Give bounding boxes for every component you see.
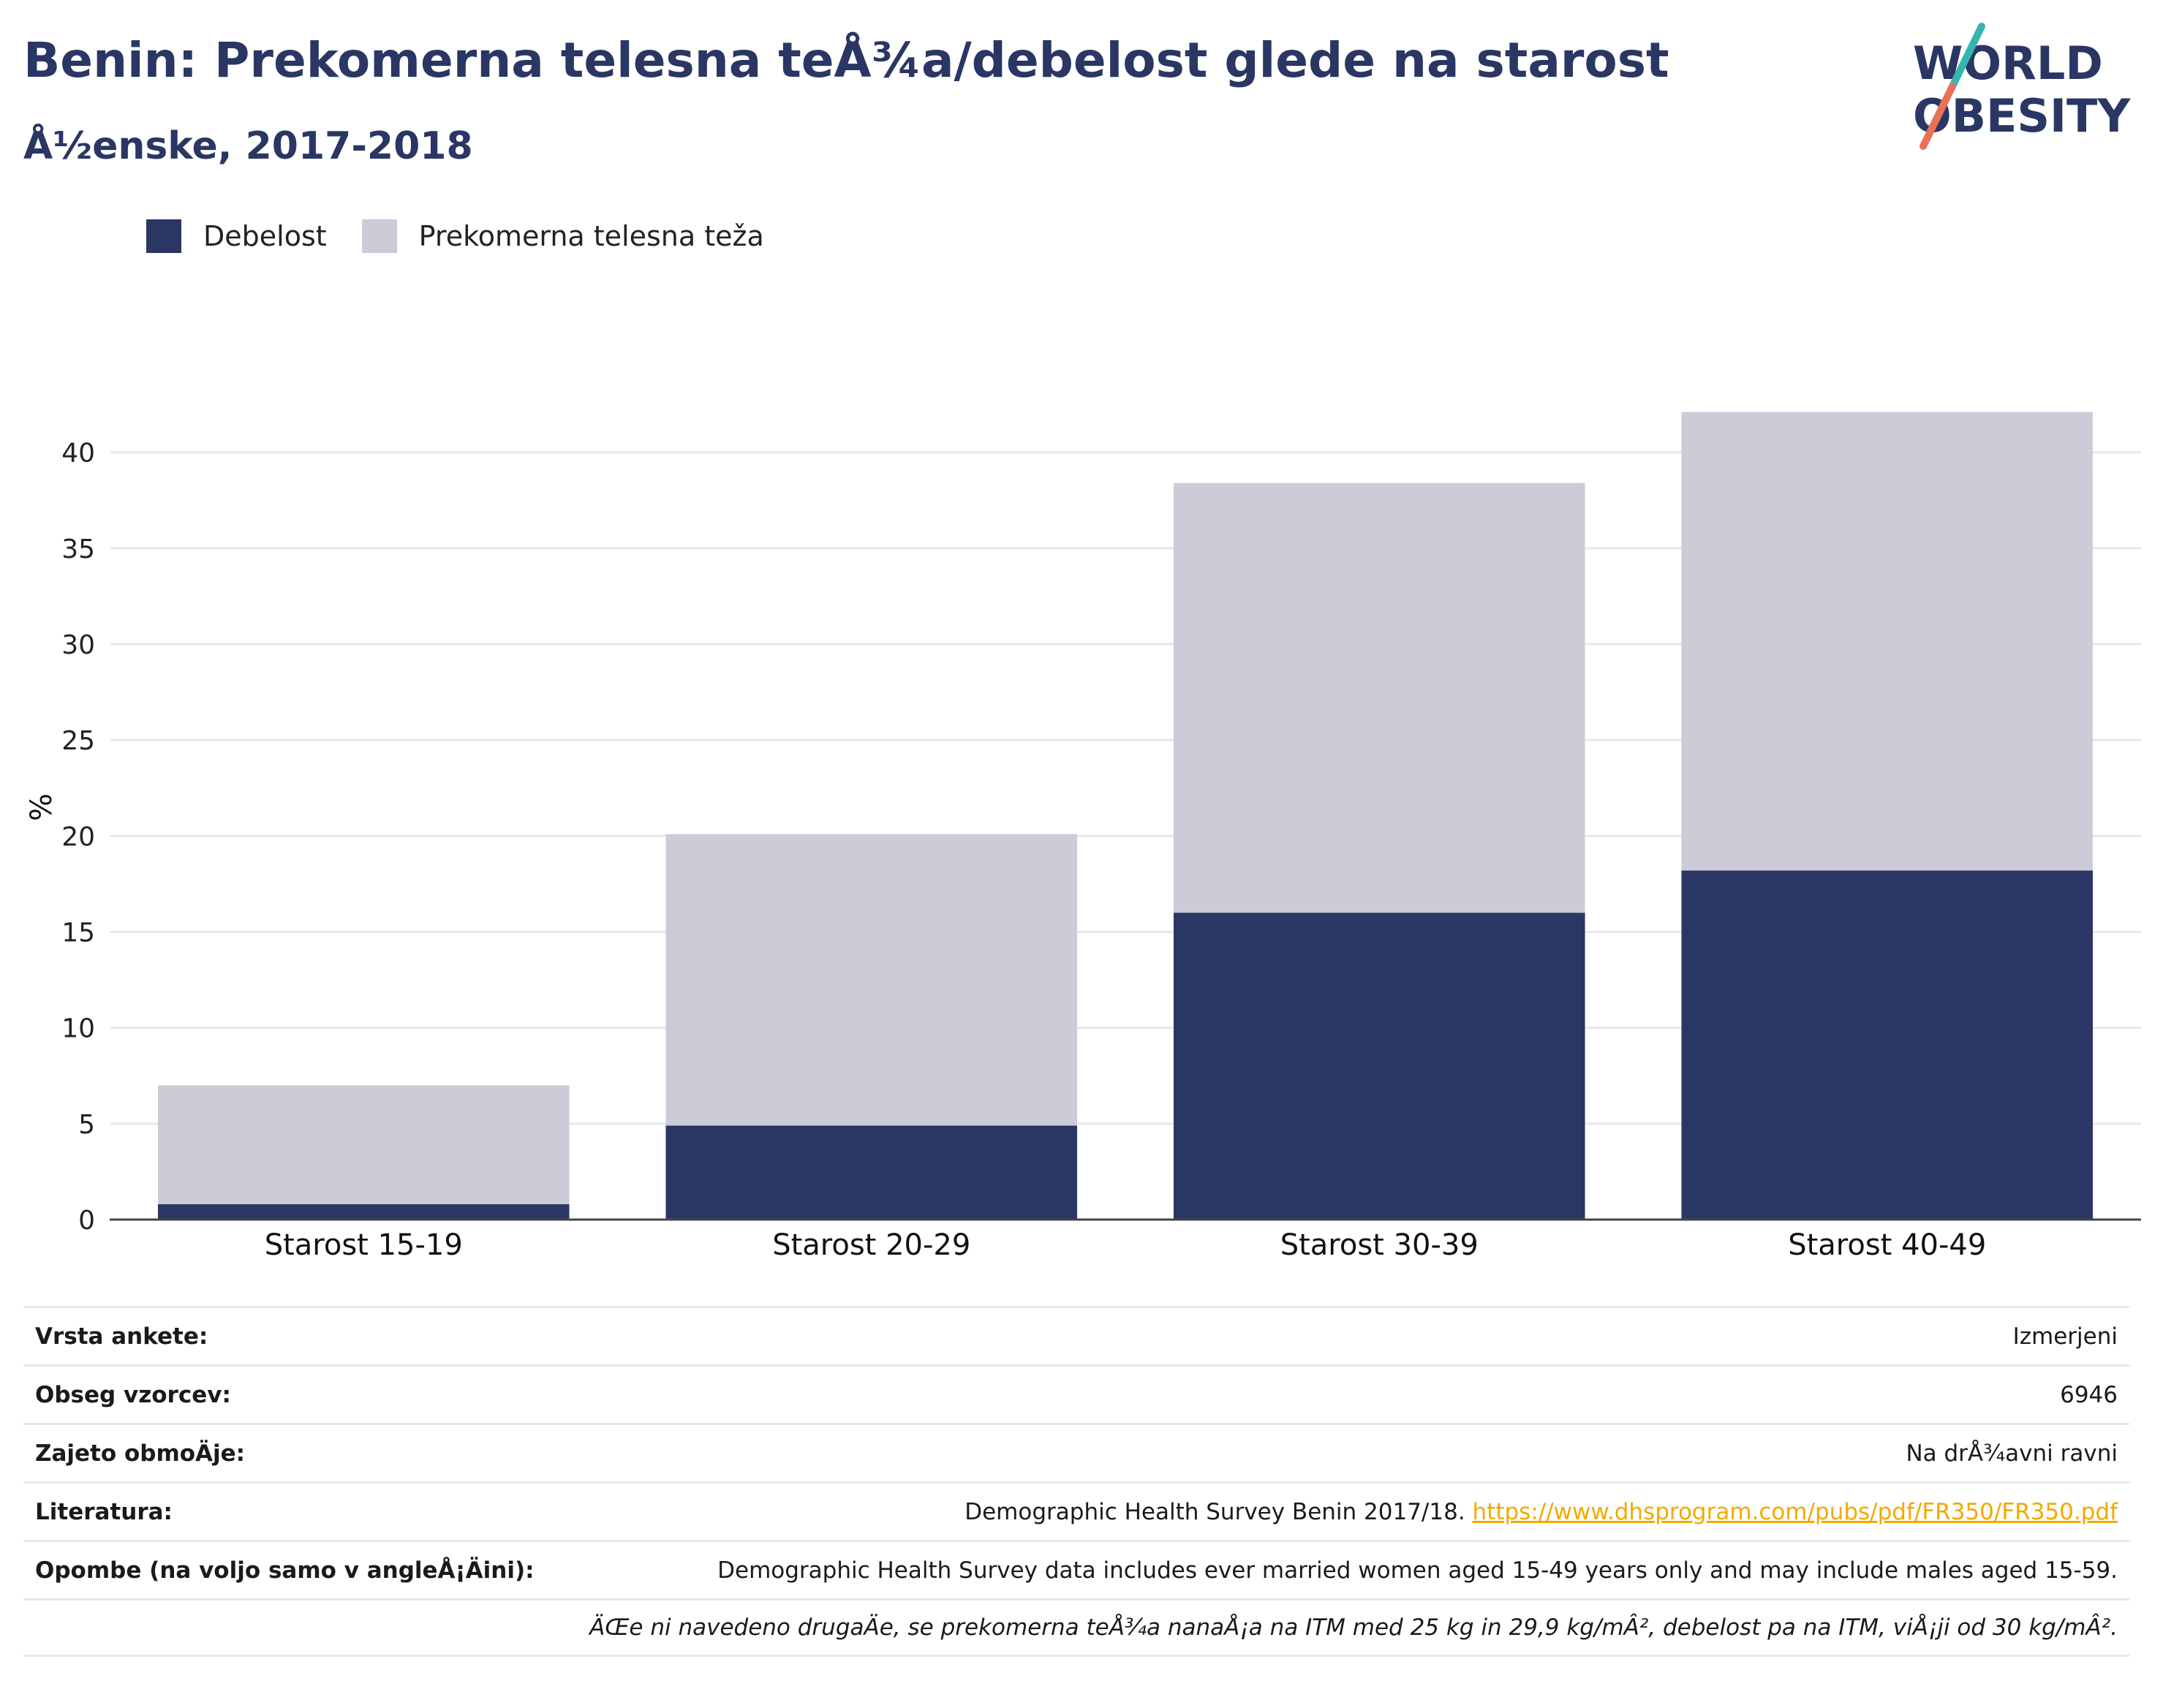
footnote: ÄŒe ni navedeno drugaÄe, se prekomerna t… bbox=[589, 1614, 2118, 1641]
info-label: Obseg vzorcev: bbox=[35, 1381, 231, 1408]
logo-slash-coral bbox=[1919, 83, 1956, 150]
info-value: Izmerjeni bbox=[2012, 1323, 2118, 1350]
y-tick-label: 20 bbox=[61, 822, 95, 852]
y-tick-label: 35 bbox=[61, 534, 95, 564]
chart-title: Benin: Prekomerna telesna teÅ¾a/debelost… bbox=[23, 32, 1669, 88]
legend-item-obesity: Debelost bbox=[146, 219, 327, 253]
y-tick-label: 10 bbox=[61, 1014, 95, 1044]
info-value: Demographic Health Survey Benin 2017/18.… bbox=[965, 1499, 2118, 1525]
bar-obesity bbox=[1173, 912, 1585, 1220]
y-tick-label: 0 bbox=[78, 1206, 95, 1236]
bar-obesity bbox=[665, 1125, 1078, 1220]
info-label: Vrsta ankete: bbox=[35, 1323, 208, 1350]
bar-overweight bbox=[157, 1085, 570, 1205]
chart-subtitle: Å½enske, 2017-2018 bbox=[23, 124, 473, 168]
logo-word-world: WORLD bbox=[1913, 37, 2103, 90]
bar-obesity bbox=[1681, 870, 2094, 1220]
info-value: Demographic Health Survey data includes … bbox=[717, 1557, 2118, 1584]
x-tick-label: Starost 20-29 bbox=[772, 1228, 970, 1262]
legend-swatch-obesity bbox=[146, 219, 181, 253]
x-tick-label: Starost 30-39 bbox=[1280, 1228, 1479, 1262]
bar-overweight bbox=[1681, 412, 2094, 871]
info-row-literature: Literatura: Demographic Health Survey Be… bbox=[23, 1481, 2129, 1540]
info-label: Literatura: bbox=[35, 1498, 173, 1525]
literature-text: Demographic Health Survey Benin 2017/18. bbox=[965, 1498, 1465, 1525]
legend-item-overweight: Prekomerna telesna teža bbox=[361, 219, 764, 253]
logo-slash-teal bbox=[1949, 23, 1985, 90]
bar-obesity bbox=[157, 1204, 570, 1220]
info-row-notes: Opombe (na voljo samo v angleÅ¡Äini): De… bbox=[23, 1540, 2129, 1598]
legend-label-obesity: Debelost bbox=[203, 220, 327, 252]
bar-overweight bbox=[665, 834, 1078, 1126]
info-row-survey-type: Vrsta ankete: Izmerjeni bbox=[23, 1306, 2129, 1364]
info-value: Na drÅ¾avni ravni bbox=[1906, 1440, 2118, 1467]
info-row-coverage: Zajeto obmoÄje: Na drÅ¾avni ravni bbox=[23, 1423, 2129, 1481]
legend-label-overweight: Prekomerna telesna teža bbox=[418, 220, 764, 252]
survey-info-table: Vrsta ankete: Izmerjeni Obseg vzorcev: 6… bbox=[23, 1306, 2129, 1657]
x-tick-label: Starost 40-49 bbox=[1788, 1228, 1986, 1262]
stacked-bar-chart: 0 5 10 15 20 25 30 35 40% Starost 15-19 Starost 20… bbox=[25, 412, 2141, 1262]
y-tick-label: 25 bbox=[61, 726, 95, 756]
bar-overweight bbox=[1173, 483, 1585, 913]
legend-swatch-overweight bbox=[361, 219, 397, 253]
x-tick-label: Starost 15-19 bbox=[265, 1228, 463, 1262]
y-axis-label: % bbox=[25, 793, 58, 821]
info-value: 6946 bbox=[2060, 1381, 2118, 1408]
info-label: Opombe (na voljo samo v angleÅ¡Äini): bbox=[35, 1557, 535, 1584]
literature-link[interactable]: https://www.dhsprogram.com/pubs/pdf/FR35… bbox=[1472, 1498, 2118, 1525]
y-tick-label: 30 bbox=[61, 630, 95, 660]
info-row-footnote: ÄŒe ni navedeno drugaÄe, se prekomerna t… bbox=[23, 1598, 2129, 1657]
chart-legend: Debelost Prekomerna telesna teža bbox=[146, 218, 799, 254]
y-tick-label: 15 bbox=[61, 918, 95, 948]
info-label: Zajeto obmoÄje: bbox=[35, 1440, 246, 1467]
world-obesity-logo: WORLD OBESITY bbox=[1913, 23, 2131, 150]
y-tick-label: 40 bbox=[61, 439, 95, 469]
y-tick-label: 5 bbox=[78, 1110, 95, 1140]
info-row-sample-size: Obseg vzorcev: 6946 bbox=[23, 1364, 2129, 1423]
